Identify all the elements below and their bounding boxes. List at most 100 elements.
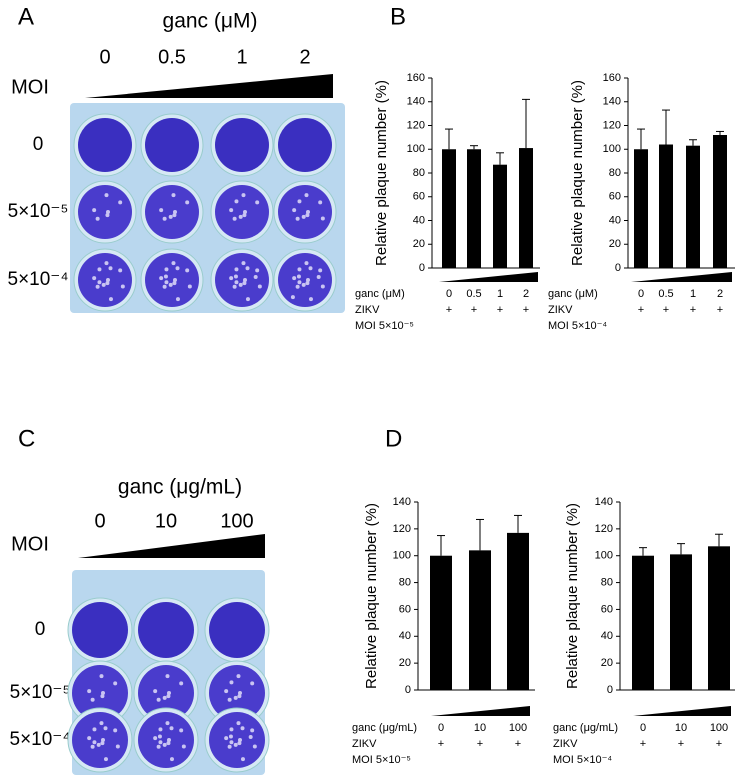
virus-mark: + bbox=[523, 304, 529, 316]
dose-label: 10 bbox=[155, 510, 177, 532]
bar bbox=[469, 550, 491, 690]
plaque bbox=[243, 278, 247, 282]
x-tick-label: 0 bbox=[438, 722, 444, 734]
y-tick-label: 120 bbox=[603, 119, 621, 131]
virus-mark: + bbox=[663, 304, 669, 316]
moi-label: MOI bbox=[11, 76, 49, 98]
virus-mark: + bbox=[477, 738, 483, 750]
bar bbox=[713, 135, 727, 268]
panel-label: C bbox=[18, 425, 35, 452]
plaque bbox=[252, 744, 257, 749]
plaque bbox=[304, 261, 309, 266]
y-tick-label: 40 bbox=[601, 630, 613, 642]
plaque bbox=[105, 281, 110, 286]
plaque bbox=[306, 278, 310, 282]
y-tick-label: 20 bbox=[399, 657, 411, 669]
plaque bbox=[108, 266, 113, 271]
plaque bbox=[101, 738, 105, 742]
y-tick-label: 100 bbox=[603, 143, 621, 155]
plaque bbox=[320, 284, 325, 289]
well bbox=[278, 253, 332, 307]
virus-mark: + bbox=[638, 304, 644, 316]
plaque bbox=[172, 281, 177, 286]
plaque bbox=[316, 275, 321, 280]
plaque bbox=[241, 261, 246, 266]
plaque bbox=[162, 742, 167, 747]
plaque bbox=[95, 216, 100, 221]
y-tick-label: 100 bbox=[393, 550, 411, 562]
y-tick-label: 140 bbox=[407, 96, 425, 108]
plaque bbox=[103, 726, 108, 731]
plaque bbox=[245, 297, 250, 302]
plaque bbox=[153, 736, 158, 741]
plaque bbox=[238, 282, 243, 287]
plaque bbox=[95, 284, 100, 289]
plaque bbox=[113, 728, 118, 733]
plaque bbox=[224, 689, 229, 694]
plaque bbox=[290, 295, 295, 300]
plaque bbox=[90, 744, 95, 749]
plaque bbox=[237, 741, 242, 746]
plaque bbox=[103, 757, 108, 762]
y-axis-label: Relative plaque number (%) bbox=[569, 80, 586, 266]
plaque bbox=[92, 208, 97, 213]
x-tick-label: 0.5 bbox=[658, 288, 673, 300]
plaque bbox=[179, 681, 184, 686]
plaque bbox=[104, 193, 109, 198]
plaque bbox=[308, 266, 313, 271]
y-tick-label: 140 bbox=[603, 96, 621, 108]
virus-mark: + bbox=[438, 738, 444, 750]
plaque bbox=[229, 680, 234, 685]
plaque bbox=[229, 740, 234, 745]
plaque bbox=[240, 757, 245, 762]
x-tick-label: 2 bbox=[523, 288, 529, 300]
y-tick-label: 100 bbox=[595, 550, 613, 562]
moi-label: MOI 5×10⁻⁴ bbox=[548, 320, 607, 332]
plaque bbox=[304, 193, 309, 198]
y-tick-label: 0 bbox=[419, 262, 425, 274]
plaque bbox=[168, 282, 173, 287]
plaque bbox=[227, 744, 232, 749]
well bbox=[138, 665, 194, 721]
plaque bbox=[172, 213, 177, 218]
plaque bbox=[173, 210, 177, 214]
plaque bbox=[238, 214, 243, 219]
moi-label: MOI bbox=[11, 533, 49, 555]
plaque bbox=[305, 281, 310, 286]
well bbox=[138, 602, 194, 658]
plaque bbox=[233, 742, 238, 747]
bar bbox=[634, 149, 648, 268]
dose-label: 2 bbox=[299, 46, 310, 68]
well bbox=[72, 602, 128, 658]
dose-label: 0 bbox=[99, 46, 110, 68]
moi-label: MOI 5×10⁻⁵ bbox=[355, 320, 414, 332]
plaque bbox=[159, 276, 164, 281]
plaque bbox=[162, 695, 167, 700]
virus-mark: + bbox=[497, 304, 503, 316]
y-tick-label: 160 bbox=[603, 72, 621, 84]
plaque bbox=[105, 213, 110, 218]
plaque bbox=[305, 213, 310, 218]
x-tick-label: 0 bbox=[446, 288, 452, 300]
dose-label: 0.5 bbox=[158, 46, 186, 68]
treatment-label: ganc (μM) bbox=[548, 288, 598, 300]
y-tick-label: 60 bbox=[609, 191, 621, 203]
y-axis-label: Relative plaque number (%) bbox=[564, 503, 581, 689]
y-tick-label: 160 bbox=[407, 72, 425, 84]
x-tick-label: 2 bbox=[717, 288, 723, 300]
plaque bbox=[241, 193, 246, 198]
well bbox=[145, 118, 199, 172]
bar bbox=[708, 546, 730, 690]
virus-mark: + bbox=[515, 738, 521, 750]
well bbox=[209, 665, 265, 721]
well bbox=[145, 185, 199, 239]
treatment-label: ganc (μM) bbox=[355, 288, 405, 300]
virus-label: ZIKV bbox=[553, 738, 578, 750]
plaque bbox=[96, 742, 101, 747]
row-label: 0 bbox=[33, 134, 44, 155]
plaque bbox=[99, 721, 104, 726]
plaque bbox=[158, 740, 163, 745]
well bbox=[72, 665, 128, 721]
plaque bbox=[92, 276, 97, 281]
row-label: 5×10⁻⁴ bbox=[10, 729, 71, 750]
